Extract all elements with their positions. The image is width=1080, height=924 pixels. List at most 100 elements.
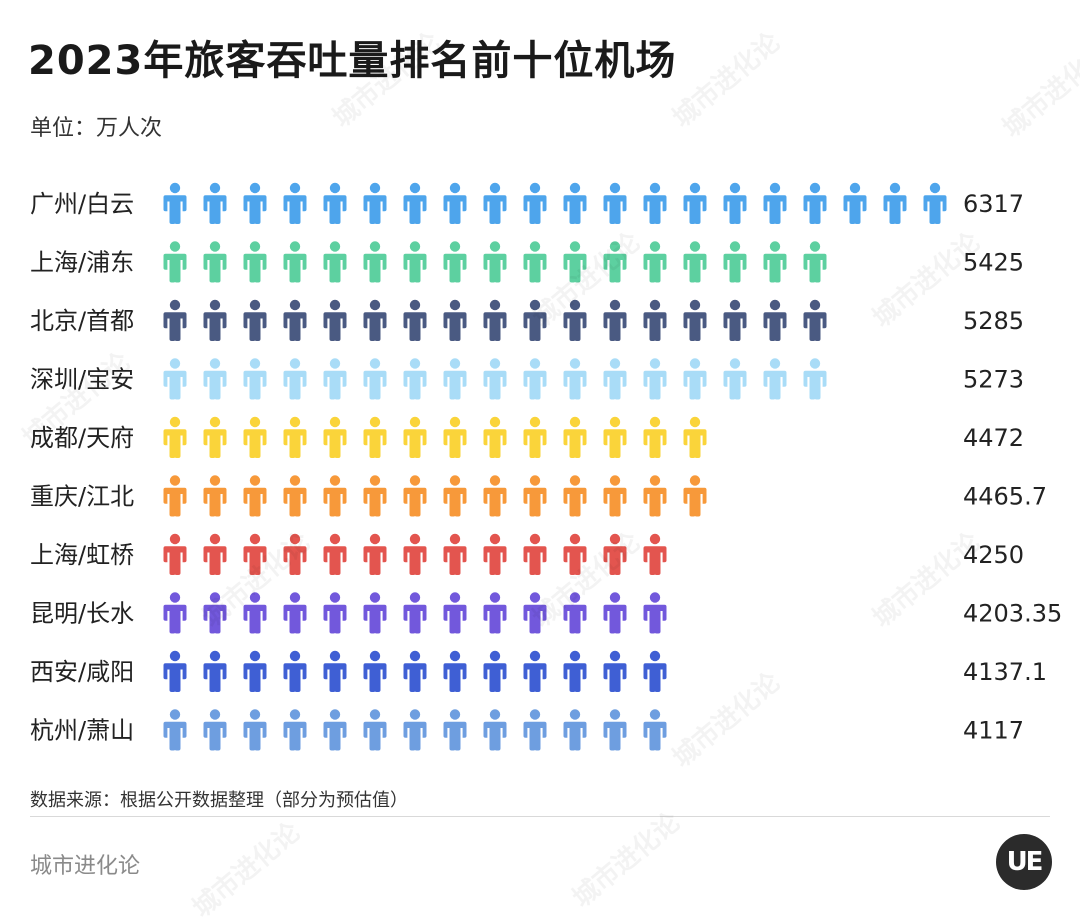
person-icon [643,533,667,575]
person-icon [563,650,587,692]
category-label: 重庆/江北 [30,483,134,511]
person-icon [283,592,307,634]
person-icon [483,533,507,575]
person-icon [163,416,187,458]
person-icon [563,299,587,341]
value-label: 4203.35 [963,600,1062,628]
person-icon [163,182,187,224]
person-icon [203,416,227,458]
person-icon [443,709,467,751]
data-source: 数据来源：根据公开数据整理（部分为预估值） [30,790,408,811]
person-icon [203,709,227,751]
person-icon [643,241,667,283]
person-icon [603,182,627,224]
person-icon [323,709,347,751]
person-icon [723,358,747,400]
category-label: 西安/咸阳 [30,658,134,686]
person-icon [323,241,347,283]
category-label: 上海/虹桥 [30,541,134,569]
value-label: 4250 [963,541,1024,569]
person-icon [283,241,307,283]
chart-row: 上海/浦东 5425 [30,241,1024,283]
person-icon [163,358,187,400]
person-icon [283,182,307,224]
person-icon [803,241,827,283]
person-icon [803,299,827,341]
person-icon [243,475,267,517]
person-icon [363,533,387,575]
chart-row: 西安/咸阳 4137.1 [30,650,1047,692]
person-icon [563,241,587,283]
category-label: 广州/白云 [30,190,134,218]
person-icon [523,533,547,575]
person-icon [603,709,627,751]
person-icon [283,358,307,400]
person-icon [403,709,427,751]
person-icon [683,299,707,341]
person-icon [203,358,227,400]
person-icon [283,416,307,458]
person-icon [283,709,307,751]
person-icon [203,533,227,575]
person-icon [443,182,467,224]
chart-row: 重庆/江北 4465.7 [30,475,1047,517]
person-icon [563,533,587,575]
person-icon [523,299,547,341]
person-icon [523,241,547,283]
person-icon [923,182,947,224]
person-icon [203,592,227,634]
person-icon [403,241,427,283]
person-icon [803,358,827,400]
person-icon [443,650,467,692]
person-icon [483,182,507,224]
person-icon [243,241,267,283]
person-icon [723,299,747,341]
person-icon [643,650,667,692]
person-icon [163,299,187,341]
person-icon [283,299,307,341]
category-label: 成都/天府 [30,424,134,452]
value-label: 4117 [963,717,1024,745]
person-icon [483,358,507,400]
person-icon [443,533,467,575]
person-icon [523,182,547,224]
person-icon [563,475,587,517]
value-label: 4465.7 [963,483,1047,511]
person-icon [523,358,547,400]
person-icon [243,182,267,224]
value-label: 5273 [963,366,1024,394]
person-icon [523,709,547,751]
person-icon [643,475,667,517]
person-icon [643,182,667,224]
person-icon [723,182,747,224]
category-label: 北京/首都 [30,307,134,335]
person-icon [283,475,307,517]
person-icon [203,650,227,692]
person-icon [483,475,507,517]
person-icon [163,475,187,517]
chart-row: 北京/首都 5285 [30,299,1024,341]
person-icon [163,709,187,751]
person-icon [763,182,787,224]
person-icon [643,592,667,634]
person-icon [723,241,747,283]
person-icon [403,475,427,517]
person-icon [763,358,787,400]
footer-divider [30,816,1050,817]
person-icon [243,533,267,575]
person-icon [443,475,467,517]
category-label: 杭州/萧山 [30,717,134,745]
person-icon [163,650,187,692]
person-icon [363,416,387,458]
person-icon [323,475,347,517]
person-icon [603,650,627,692]
person-icon [763,241,787,283]
person-icon [363,650,387,692]
value-label: 6317 [963,190,1024,218]
person-icon [683,358,707,400]
chart-row: 昆明/长水 4203.35 [30,592,1062,634]
person-icon [603,416,627,458]
person-icon [603,299,627,341]
person-icon [203,182,227,224]
person-icon [243,358,267,400]
